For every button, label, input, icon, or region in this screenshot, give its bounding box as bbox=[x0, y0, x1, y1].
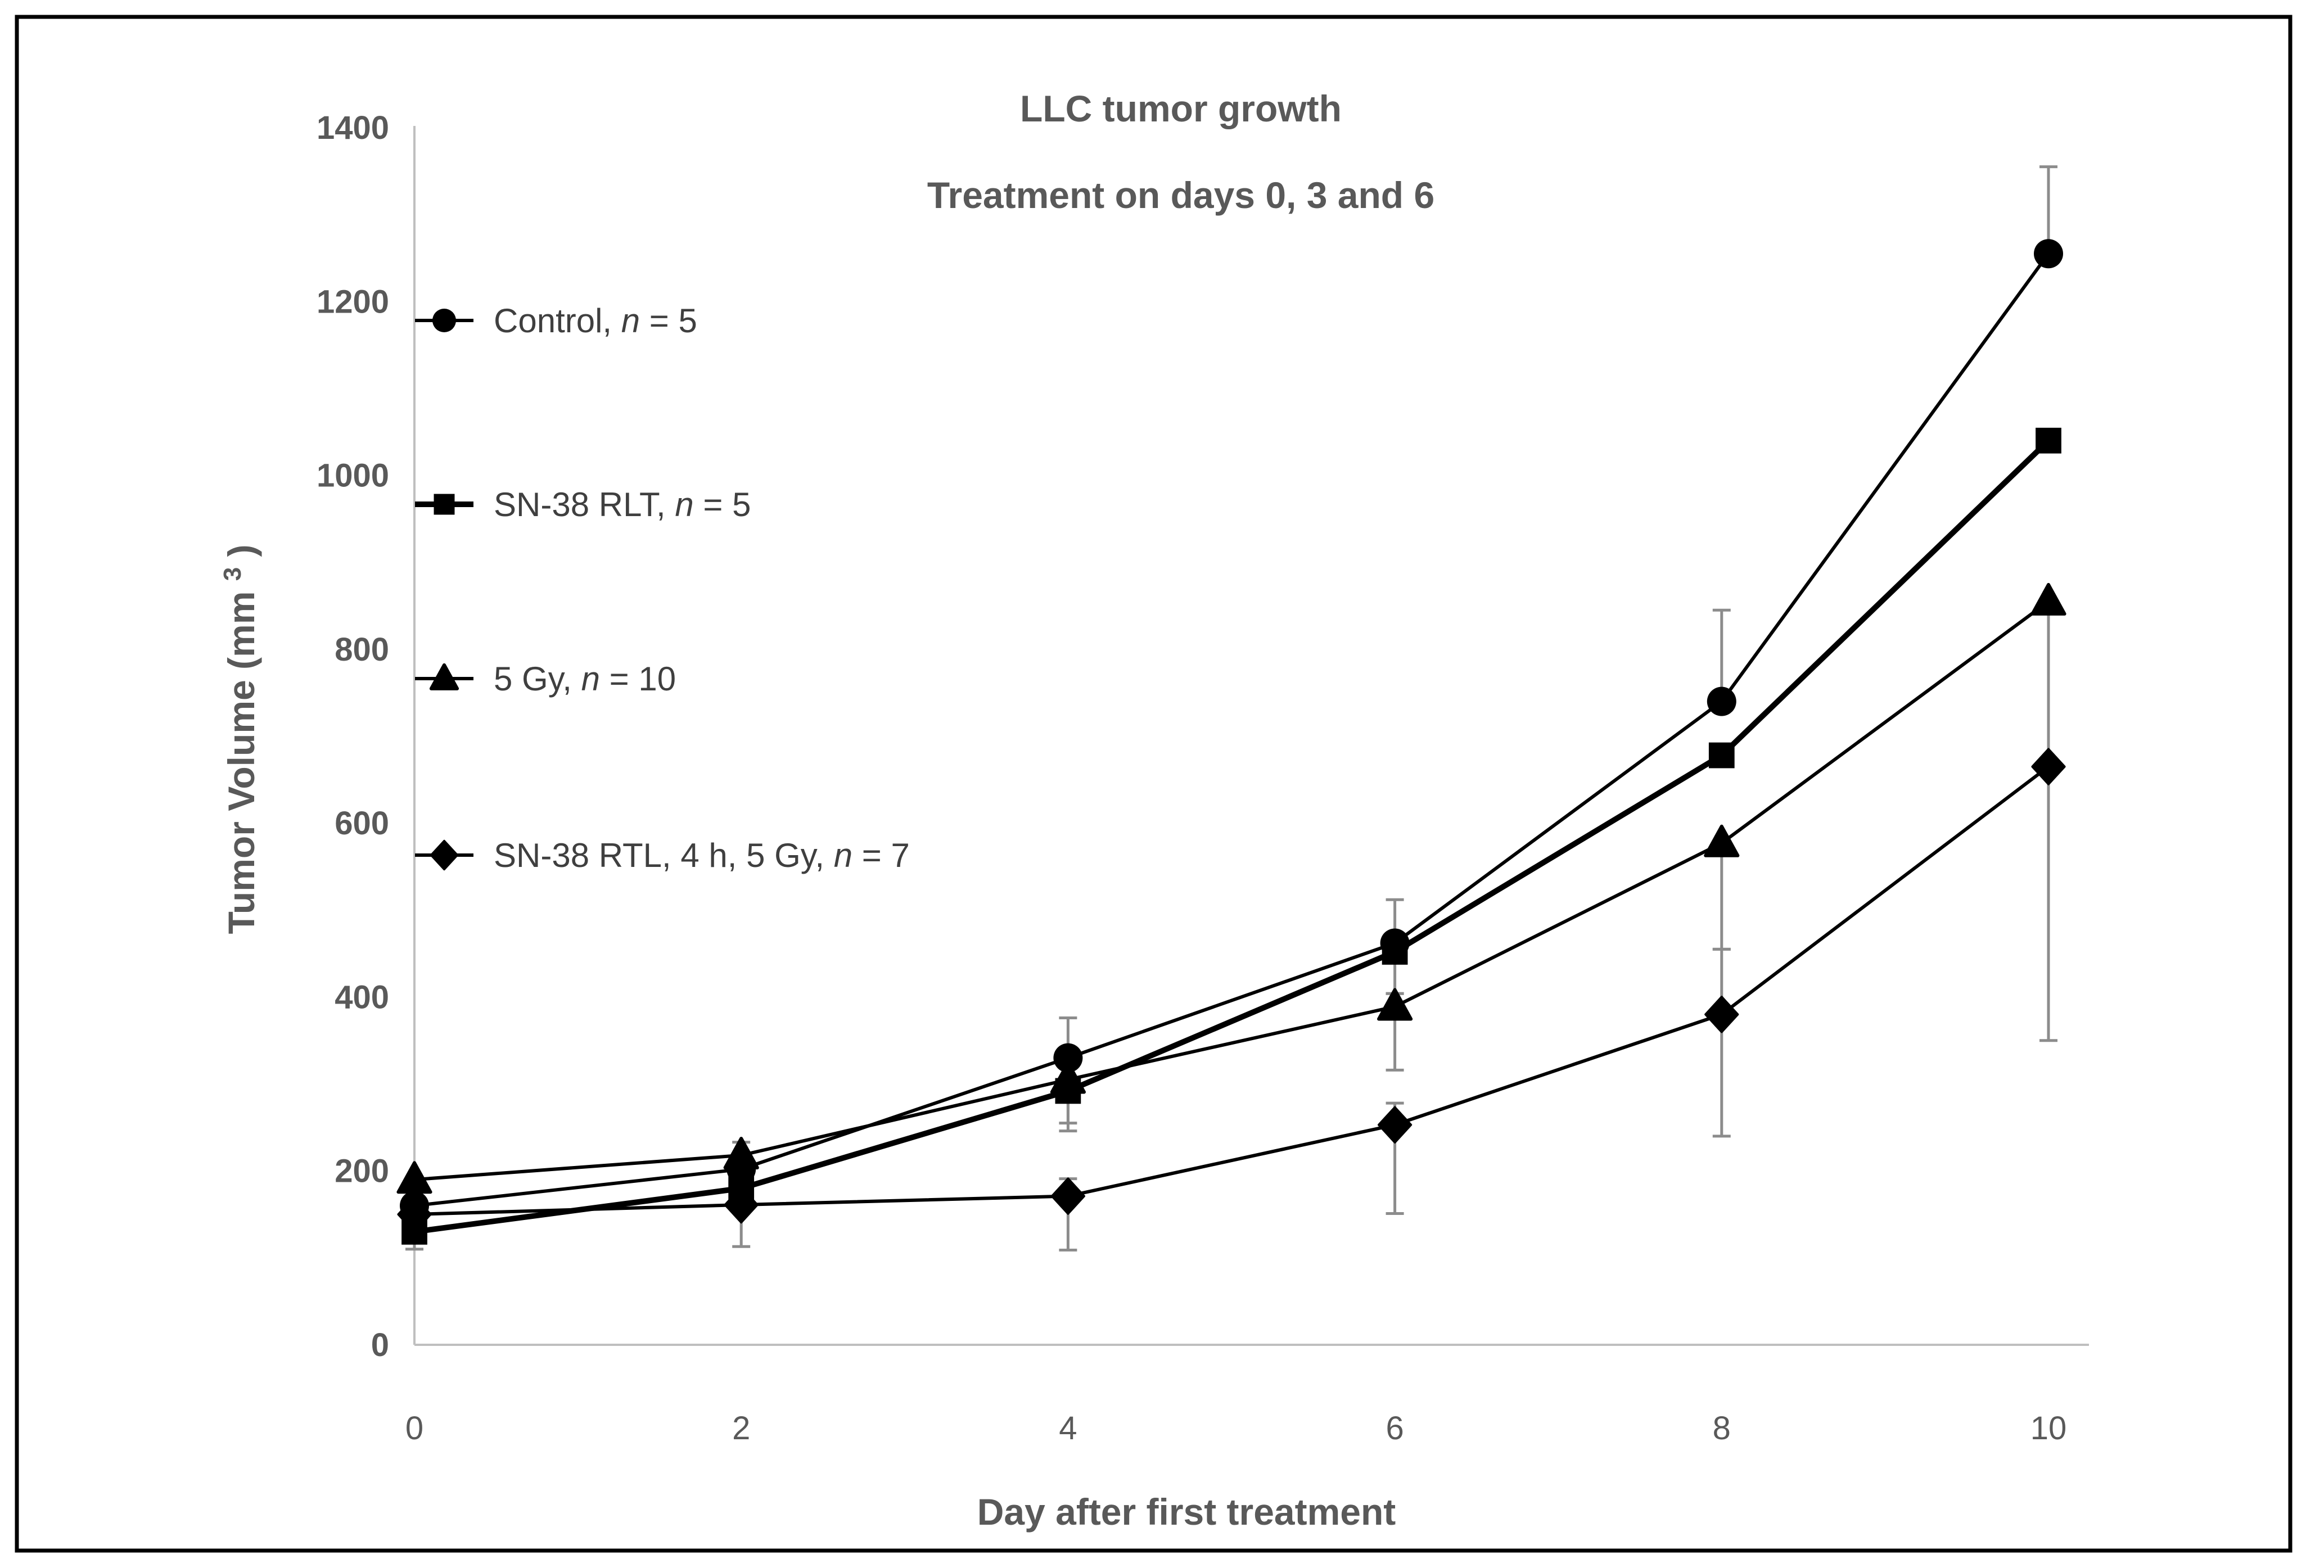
y-tick-label: 1400 bbox=[317, 110, 389, 146]
legend-row-square: SN-38 RLT, n = 5 bbox=[415, 486, 751, 523]
legend-label: Control, n = 5 bbox=[494, 302, 697, 340]
y-axis-title-superscript: 3 bbox=[219, 567, 246, 581]
data-point-triangle bbox=[396, 1161, 432, 1194]
legend-row-circle: Control, n = 5 bbox=[415, 302, 697, 340]
data-point-circle bbox=[2034, 239, 2063, 269]
series-lines-layer bbox=[414, 252, 2051, 1235]
data-point-square bbox=[1382, 939, 1408, 965]
x-tick-label: 8 bbox=[1713, 1410, 1731, 1447]
data-point-triangle bbox=[1050, 1061, 1086, 1094]
data-point-circle bbox=[1707, 686, 1736, 716]
y-tick-label: 400 bbox=[335, 979, 389, 1015]
legend-label: 5 Gy, n = 10 bbox=[494, 660, 676, 698]
data-point-triangle bbox=[1704, 824, 1740, 857]
data-point-diamond bbox=[1704, 996, 1739, 1033]
series-line-triangle bbox=[414, 600, 2050, 1182]
x-tick-label: 0 bbox=[405, 1410, 423, 1447]
y-axis-title-close: ) bbox=[220, 544, 262, 557]
legend-square-icon bbox=[434, 494, 455, 515]
legend-label: SN-38 RLT, n = 5 bbox=[494, 486, 751, 523]
x-tick-label: 10 bbox=[2030, 1410, 2067, 1447]
data-point-triangle bbox=[723, 1136, 759, 1169]
series-line-diamond bbox=[414, 765, 2050, 1217]
y-tick-label: 200 bbox=[335, 1153, 389, 1190]
data-point-diamond bbox=[724, 1186, 759, 1224]
figure-border bbox=[15, 15, 2293, 1553]
data-point-diamond bbox=[2031, 748, 2066, 785]
chart-title-line1: LLC tumor growth bbox=[1020, 88, 1342, 129]
y-tick-label: 0 bbox=[371, 1327, 389, 1363]
x-axis-title: Day after first treatment bbox=[977, 1491, 1396, 1533]
legend-row-triangle: 5 Gy, n = 10 bbox=[415, 660, 676, 698]
data-point-square bbox=[1708, 742, 1735, 769]
x-tick-label: 4 bbox=[1059, 1410, 1077, 1447]
series-line-circle bbox=[414, 252, 2050, 1208]
data-point-diamond bbox=[397, 1195, 432, 1233]
data-point-circle bbox=[1053, 1043, 1083, 1073]
legend-circle-icon bbox=[432, 309, 456, 332]
data-point-diamond bbox=[1050, 1177, 1085, 1215]
data-markers-layer bbox=[396, 239, 2066, 1245]
chart-title-line2: Treatment on days 0, 3 and 6 bbox=[927, 174, 1434, 216]
legend-row-diamond: SN-38 RTL, 4 h, 5 Gy, n = 7 bbox=[415, 837, 910, 874]
x-tick-labels: 0 2 4 6 8 10 bbox=[405, 1410, 2066, 1447]
data-point-diamond bbox=[1378, 1106, 1413, 1144]
y-tick-label: 600 bbox=[335, 805, 389, 842]
y-tick-labels: 0 200 400 600 800 1000 1200 1400 bbox=[317, 110, 389, 1363]
legend-diamond-icon bbox=[430, 839, 459, 871]
x-tick-label: 2 bbox=[732, 1410, 750, 1447]
series-line-square bbox=[414, 439, 2051, 1235]
legend-label: SN-38 RTL, 4 h, 5 Gy, n = 7 bbox=[494, 837, 910, 874]
x-tick-label: 6 bbox=[1386, 1410, 1404, 1447]
y-tick-label: 1000 bbox=[317, 458, 389, 494]
legend-triangle-icon bbox=[429, 663, 459, 690]
y-tick-label: 1200 bbox=[317, 283, 389, 320]
legend: Control, n = 5 SN-38 RLT, n = 5 5 Gy, n = … bbox=[415, 302, 910, 874]
data-point-triangle bbox=[1377, 988, 1413, 1021]
y-axis-title-main: Tumor Volume (mm bbox=[220, 591, 262, 934]
data-point-triangle bbox=[2030, 582, 2066, 616]
y-tick-label: 800 bbox=[335, 631, 389, 668]
y-axis-title: Tumor Volume (mm 3 ) bbox=[207, 544, 262, 934]
data-point-square bbox=[2036, 427, 2061, 454]
